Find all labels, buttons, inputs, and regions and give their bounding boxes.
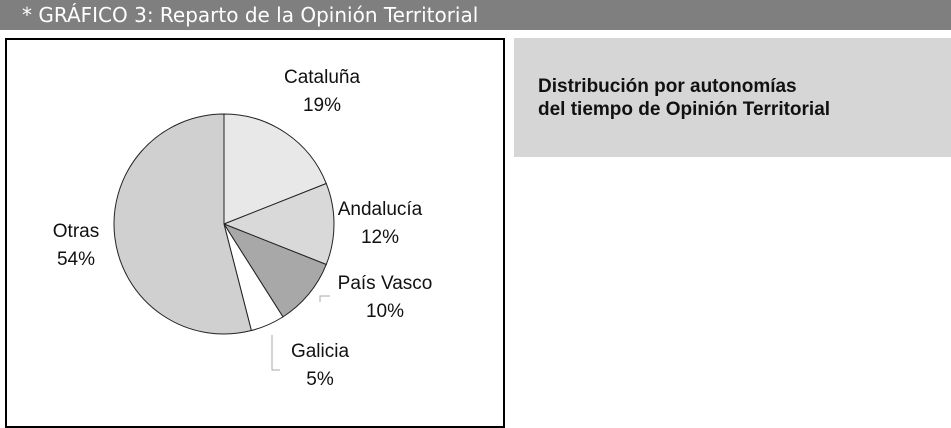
slice-value-label: 54% bbox=[57, 249, 95, 270]
leader-line bbox=[319, 295, 330, 302]
slice-label: Otras bbox=[53, 221, 99, 242]
slice-label: País Vasco bbox=[338, 273, 433, 294]
chart: Cataluña 19% Andalucía 12% País Vasco 10% Gali… bbox=[53, 67, 433, 390]
header-bar: * GRÁFICO 3: Reparto de la Opinión Terri… bbox=[0, 0, 951, 30]
slice-label: Andalucía bbox=[338, 199, 423, 220]
slice-value-label: 12% bbox=[361, 227, 399, 248]
slice-value-label: 19% bbox=[303, 95, 341, 116]
slice-label: Galicia bbox=[291, 341, 350, 362]
slice-value-label: 5% bbox=[306, 369, 334, 390]
slice-label: Cataluña bbox=[284, 67, 360, 88]
description-line: del tiempo de Opinión Territorial bbox=[538, 99, 831, 120]
slice-value-label: 10% bbox=[366, 301, 404, 322]
pie-slice bbox=[222, 182, 335, 266]
leader-line bbox=[271, 335, 280, 371]
pie-slice bbox=[223, 113, 327, 225]
description-line: Distribución por autonomías bbox=[538, 76, 797, 97]
description-box: Distribución por autonomías del tiempo d… bbox=[514, 38, 951, 157]
pie-slice bbox=[113, 113, 252, 335]
header-title: * GRÁFICO 3: Reparto de la Opinión Terri… bbox=[22, 3, 479, 27]
